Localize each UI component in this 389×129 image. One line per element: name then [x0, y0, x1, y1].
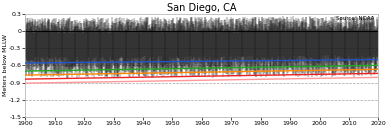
Text: Source: NOAA: Source: NOAA: [336, 16, 375, 21]
Title: San Diego, CA: San Diego, CA: [167, 3, 237, 13]
Y-axis label: Meters below MLLW: Meters below MLLW: [3, 34, 8, 96]
